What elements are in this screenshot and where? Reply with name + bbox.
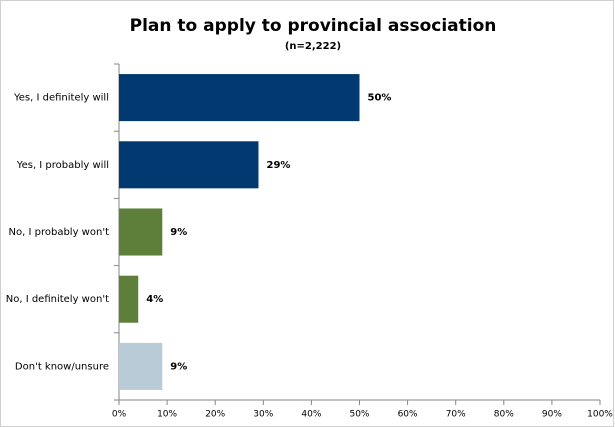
x-tick-label: 40% xyxy=(301,410,321,420)
y-tick-label: Yes, I probably will xyxy=(16,160,109,171)
value-label: 9% xyxy=(170,361,187,372)
value-label: 29% xyxy=(266,160,290,171)
bar xyxy=(119,74,360,122)
bar xyxy=(119,141,259,189)
y-tick-label: Don't know/unsure xyxy=(15,361,109,372)
bar xyxy=(119,275,139,323)
bar xyxy=(119,208,163,256)
chart-title: Plan to apply to provincial association xyxy=(130,16,497,36)
x-tick-label: 90% xyxy=(542,410,562,420)
y-tick-label: No, I definitely won't xyxy=(6,294,109,305)
x-tick-label: 80% xyxy=(494,410,514,420)
x-tick-label: 50% xyxy=(349,410,369,420)
x-tick-label: 70% xyxy=(446,410,466,420)
x-tick-label: 10% xyxy=(157,410,177,420)
value-label: 9% xyxy=(170,227,187,238)
y-tick-label: Yes, I definitely will xyxy=(13,93,109,104)
y-tick-label: No, I probably won't xyxy=(9,227,110,238)
x-tick-label: 0% xyxy=(112,410,127,420)
bar xyxy=(119,342,163,390)
x-tick-label: 60% xyxy=(398,410,418,420)
value-label: 50% xyxy=(368,93,392,104)
chart-subtitle: (n=2,222) xyxy=(285,41,341,52)
value-label: 4% xyxy=(146,294,163,305)
x-tick-label: 20% xyxy=(205,410,225,420)
x-tick-label: 30% xyxy=(253,410,273,420)
x-tick-label: 100% xyxy=(587,410,613,420)
